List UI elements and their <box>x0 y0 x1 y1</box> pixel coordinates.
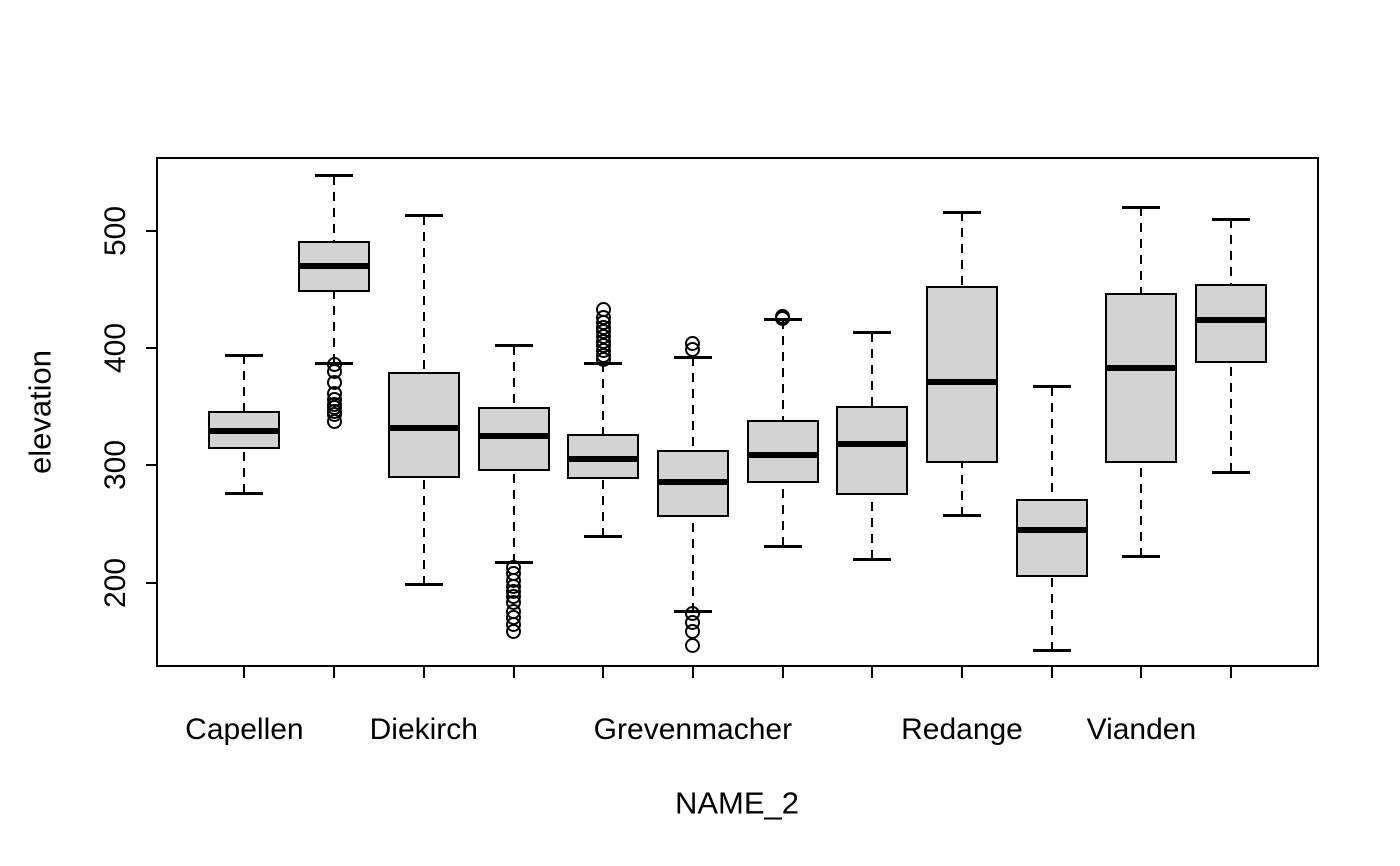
upper-whisker-line <box>1230 219 1233 284</box>
y-tick-label: 300 <box>99 440 132 491</box>
x-axis-tick <box>781 667 784 678</box>
median-line <box>925 379 998 386</box>
upper-whisker-cap <box>1032 385 1071 389</box>
x-axis-title: NAME_2 <box>674 785 800 821</box>
upper-whisker-line <box>333 175 336 242</box>
upper-whisker-cap <box>853 331 892 335</box>
x-tick-label: Diekirch <box>369 713 478 746</box>
lower-whisker-cap <box>1032 649 1071 653</box>
lower-whisker-line <box>512 471 515 563</box>
upper-whisker-line <box>422 215 425 372</box>
x-tick-label: Grevenmacher <box>593 713 793 746</box>
iqr-box <box>746 419 819 483</box>
iqr-box <box>1195 283 1268 364</box>
median-line <box>1195 316 1268 323</box>
median-line <box>208 428 281 435</box>
y-axis-title: elevation <box>22 349 58 475</box>
x-axis-tick <box>602 667 605 678</box>
median-line <box>298 263 371 270</box>
upper-whisker-cap <box>315 174 354 178</box>
outlier-point <box>595 352 611 368</box>
median-line <box>836 441 909 448</box>
x-axis-tick <box>871 667 874 678</box>
upper-whisker-line <box>1140 207 1143 293</box>
lower-whisker-line <box>333 291 336 364</box>
lower-whisker-line <box>243 448 246 494</box>
y-axis-tick <box>146 581 156 584</box>
x-tick-label: Vianden <box>1086 713 1197 746</box>
lower-whisker-cap <box>942 514 981 518</box>
median-line <box>567 456 640 463</box>
iqr-box <box>1015 499 1088 577</box>
lower-whisker-cap <box>225 491 264 495</box>
iqr-box <box>1105 293 1178 463</box>
lower-whisker-line <box>1140 463 1143 557</box>
upper-whisker-line <box>781 319 784 420</box>
lower-whisker-line <box>781 482 784 547</box>
lower-whisker-line <box>960 463 963 516</box>
x-tick-label: Redange <box>901 713 1023 746</box>
upper-whisker-cap <box>1122 205 1161 209</box>
upper-whisker-cap <box>673 355 712 359</box>
outlier-point <box>326 414 342 430</box>
lower-whisker-cap <box>1122 555 1161 559</box>
x-tick-label: Capellen <box>185 713 304 746</box>
y-tick-label: 500 <box>99 205 132 256</box>
lower-whisker-cap <box>404 583 443 587</box>
outlier-point <box>685 624 701 640</box>
x-axis-tick <box>243 667 246 678</box>
y-tick-label: 200 <box>99 557 132 608</box>
y-axis-tick <box>146 464 156 467</box>
lower-whisker-cap <box>1212 470 1251 474</box>
iqr-box <box>925 285 998 463</box>
outlier-point <box>506 624 521 640</box>
upper-whisker-cap <box>1212 217 1251 221</box>
y-axis-tick <box>146 229 156 232</box>
upper-whisker-line <box>512 345 515 407</box>
upper-whisker-line <box>243 355 246 412</box>
lower-whisker-cap <box>763 544 802 548</box>
upper-whisker-line <box>960 212 963 286</box>
x-axis-tick <box>422 667 425 678</box>
upper-whisker-cap <box>494 344 533 348</box>
lower-whisker-cap <box>853 557 892 561</box>
upper-whisker-line <box>1050 386 1053 500</box>
upper-whisker-line <box>871 332 874 406</box>
outlier-point <box>685 341 701 357</box>
x-axis-tick <box>1050 667 1053 678</box>
median-line <box>477 433 550 440</box>
median-line <box>1015 526 1088 533</box>
lower-whisker-line <box>1050 576 1053 651</box>
outlier-point <box>775 311 791 327</box>
lower-whisker-cap <box>584 535 623 539</box>
upper-whisker-line <box>691 357 694 451</box>
x-axis-tick <box>691 667 694 678</box>
lower-whisker-line <box>1230 363 1233 473</box>
x-axis-tick <box>1230 667 1233 678</box>
lower-whisker-line <box>602 479 605 537</box>
median-line <box>746 451 819 458</box>
x-axis-tick <box>1140 667 1143 678</box>
y-axis-tick <box>146 347 156 350</box>
lower-whisker-line <box>871 494 874 560</box>
x-axis-tick <box>960 667 963 678</box>
upper-whisker-line <box>602 363 605 434</box>
median-line <box>656 478 729 485</box>
y-tick-label: 400 <box>99 323 132 374</box>
upper-whisker-cap <box>225 353 264 357</box>
iqr-box <box>836 405 909 495</box>
outlier-point <box>685 638 701 654</box>
median-line <box>387 424 460 431</box>
lower-whisker-line <box>691 516 694 612</box>
x-axis-tick <box>333 667 336 678</box>
upper-whisker-cap <box>942 210 981 214</box>
upper-whisker-cap <box>404 214 443 218</box>
median-line <box>1105 365 1178 372</box>
lower-whisker-line <box>422 478 425 585</box>
x-axis-tick <box>512 667 515 678</box>
